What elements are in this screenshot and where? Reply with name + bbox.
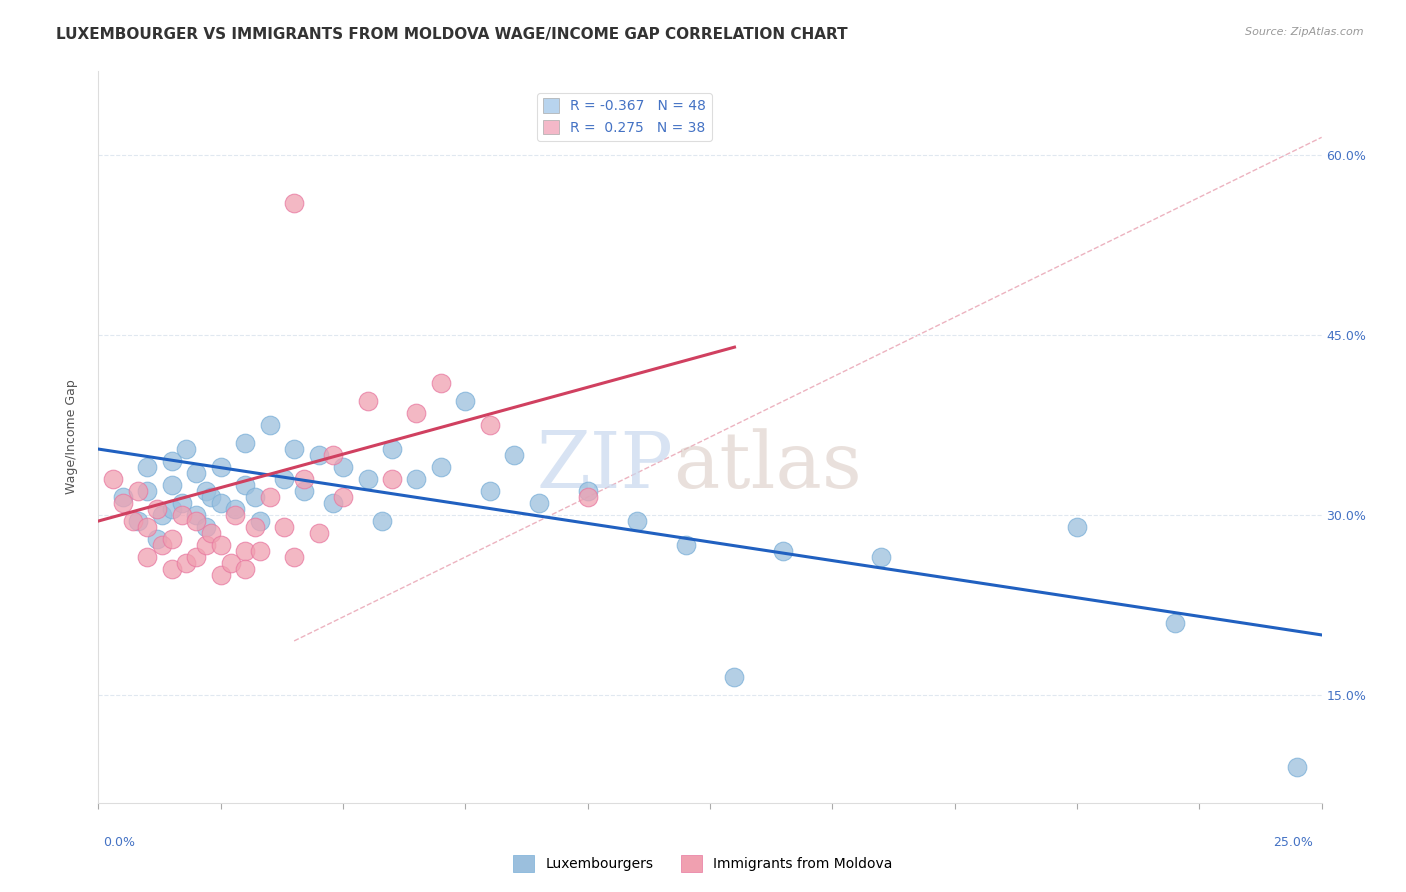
- Point: [430, 376, 453, 391]
- Point: [209, 568, 232, 582]
- Point: [160, 454, 183, 468]
- Point: [356, 472, 378, 486]
- Point: [127, 483, 149, 498]
- Point: [233, 478, 256, 492]
- Point: [626, 514, 648, 528]
- Point: [200, 490, 222, 504]
- Text: LUXEMBOURGER VS IMMIGRANTS FROM MOLDOVA WAGE/INCOME GAP CORRELATION CHART: LUXEMBOURGER VS IMMIGRANTS FROM MOLDOVA …: [56, 27, 848, 42]
- Point: [405, 406, 427, 420]
- Point: [160, 478, 183, 492]
- Point: [209, 496, 232, 510]
- Point: [308, 526, 330, 541]
- Point: [332, 460, 354, 475]
- Point: [1164, 615, 1187, 630]
- Point: [200, 526, 222, 541]
- Point: [111, 496, 134, 510]
- Point: [249, 514, 271, 528]
- Point: [503, 448, 526, 462]
- Point: [283, 549, 305, 564]
- Point: [160, 532, 183, 546]
- Point: [233, 562, 256, 576]
- Point: [170, 496, 193, 510]
- Point: [176, 442, 198, 456]
- Point: [259, 490, 281, 504]
- Point: [381, 442, 404, 456]
- Point: [292, 483, 315, 498]
- Point: [209, 538, 232, 552]
- Point: [136, 549, 159, 564]
- Point: [430, 460, 453, 475]
- Point: [146, 532, 169, 546]
- Point: [224, 508, 246, 522]
- Text: 0.0%: 0.0%: [104, 837, 135, 849]
- Point: [1286, 760, 1309, 774]
- Point: [209, 460, 232, 475]
- Point: [292, 472, 315, 486]
- Point: [723, 670, 745, 684]
- Point: [243, 490, 266, 504]
- Point: [405, 472, 427, 486]
- Point: [273, 472, 295, 486]
- Point: [176, 556, 198, 570]
- Point: [322, 496, 344, 510]
- Point: [332, 490, 354, 504]
- Point: [195, 483, 218, 498]
- Point: [283, 442, 305, 456]
- Point: [195, 520, 218, 534]
- Point: [121, 514, 143, 528]
- Point: [127, 514, 149, 528]
- Point: [160, 502, 183, 516]
- Point: [170, 508, 193, 522]
- Point: [273, 520, 295, 534]
- Point: [259, 418, 281, 433]
- Point: [186, 466, 208, 480]
- Text: Source: ZipAtlas.com: Source: ZipAtlas.com: [1246, 27, 1364, 37]
- Point: [1066, 520, 1088, 534]
- Point: [322, 448, 344, 462]
- Point: [356, 394, 378, 409]
- Point: [136, 520, 159, 534]
- Point: [772, 544, 794, 558]
- Legend: Luxembourgers, Immigrants from Moldova: Luxembourgers, Immigrants from Moldova: [508, 850, 898, 878]
- Point: [186, 508, 208, 522]
- Point: [160, 562, 183, 576]
- Y-axis label: Wage/Income Gap: Wage/Income Gap: [65, 380, 77, 494]
- Point: [136, 483, 159, 498]
- Point: [527, 496, 550, 510]
- Point: [308, 448, 330, 462]
- Point: [576, 483, 599, 498]
- Point: [146, 502, 169, 516]
- Point: [381, 472, 404, 486]
- Point: [249, 544, 271, 558]
- Point: [219, 556, 242, 570]
- Point: [186, 549, 208, 564]
- Point: [101, 472, 124, 486]
- Point: [186, 514, 208, 528]
- Point: [233, 436, 256, 450]
- Point: [150, 538, 173, 552]
- Point: [870, 549, 893, 564]
- Point: [478, 483, 501, 498]
- Point: [675, 538, 697, 552]
- Point: [111, 490, 134, 504]
- Point: [454, 394, 477, 409]
- Point: [576, 490, 599, 504]
- Point: [243, 520, 266, 534]
- Point: [283, 196, 305, 211]
- Point: [371, 514, 394, 528]
- Point: [150, 508, 173, 522]
- Text: 25.0%: 25.0%: [1274, 837, 1313, 849]
- Point: [136, 460, 159, 475]
- Point: [224, 502, 246, 516]
- Point: [195, 538, 218, 552]
- Point: [233, 544, 256, 558]
- Point: [478, 418, 501, 433]
- Legend: R = -0.367   N = 48, R =  0.275   N = 38: R = -0.367 N = 48, R = 0.275 N = 38: [537, 93, 711, 141]
- Text: atlas: atlas: [673, 428, 862, 504]
- Text: ZIP: ZIP: [537, 428, 673, 504]
